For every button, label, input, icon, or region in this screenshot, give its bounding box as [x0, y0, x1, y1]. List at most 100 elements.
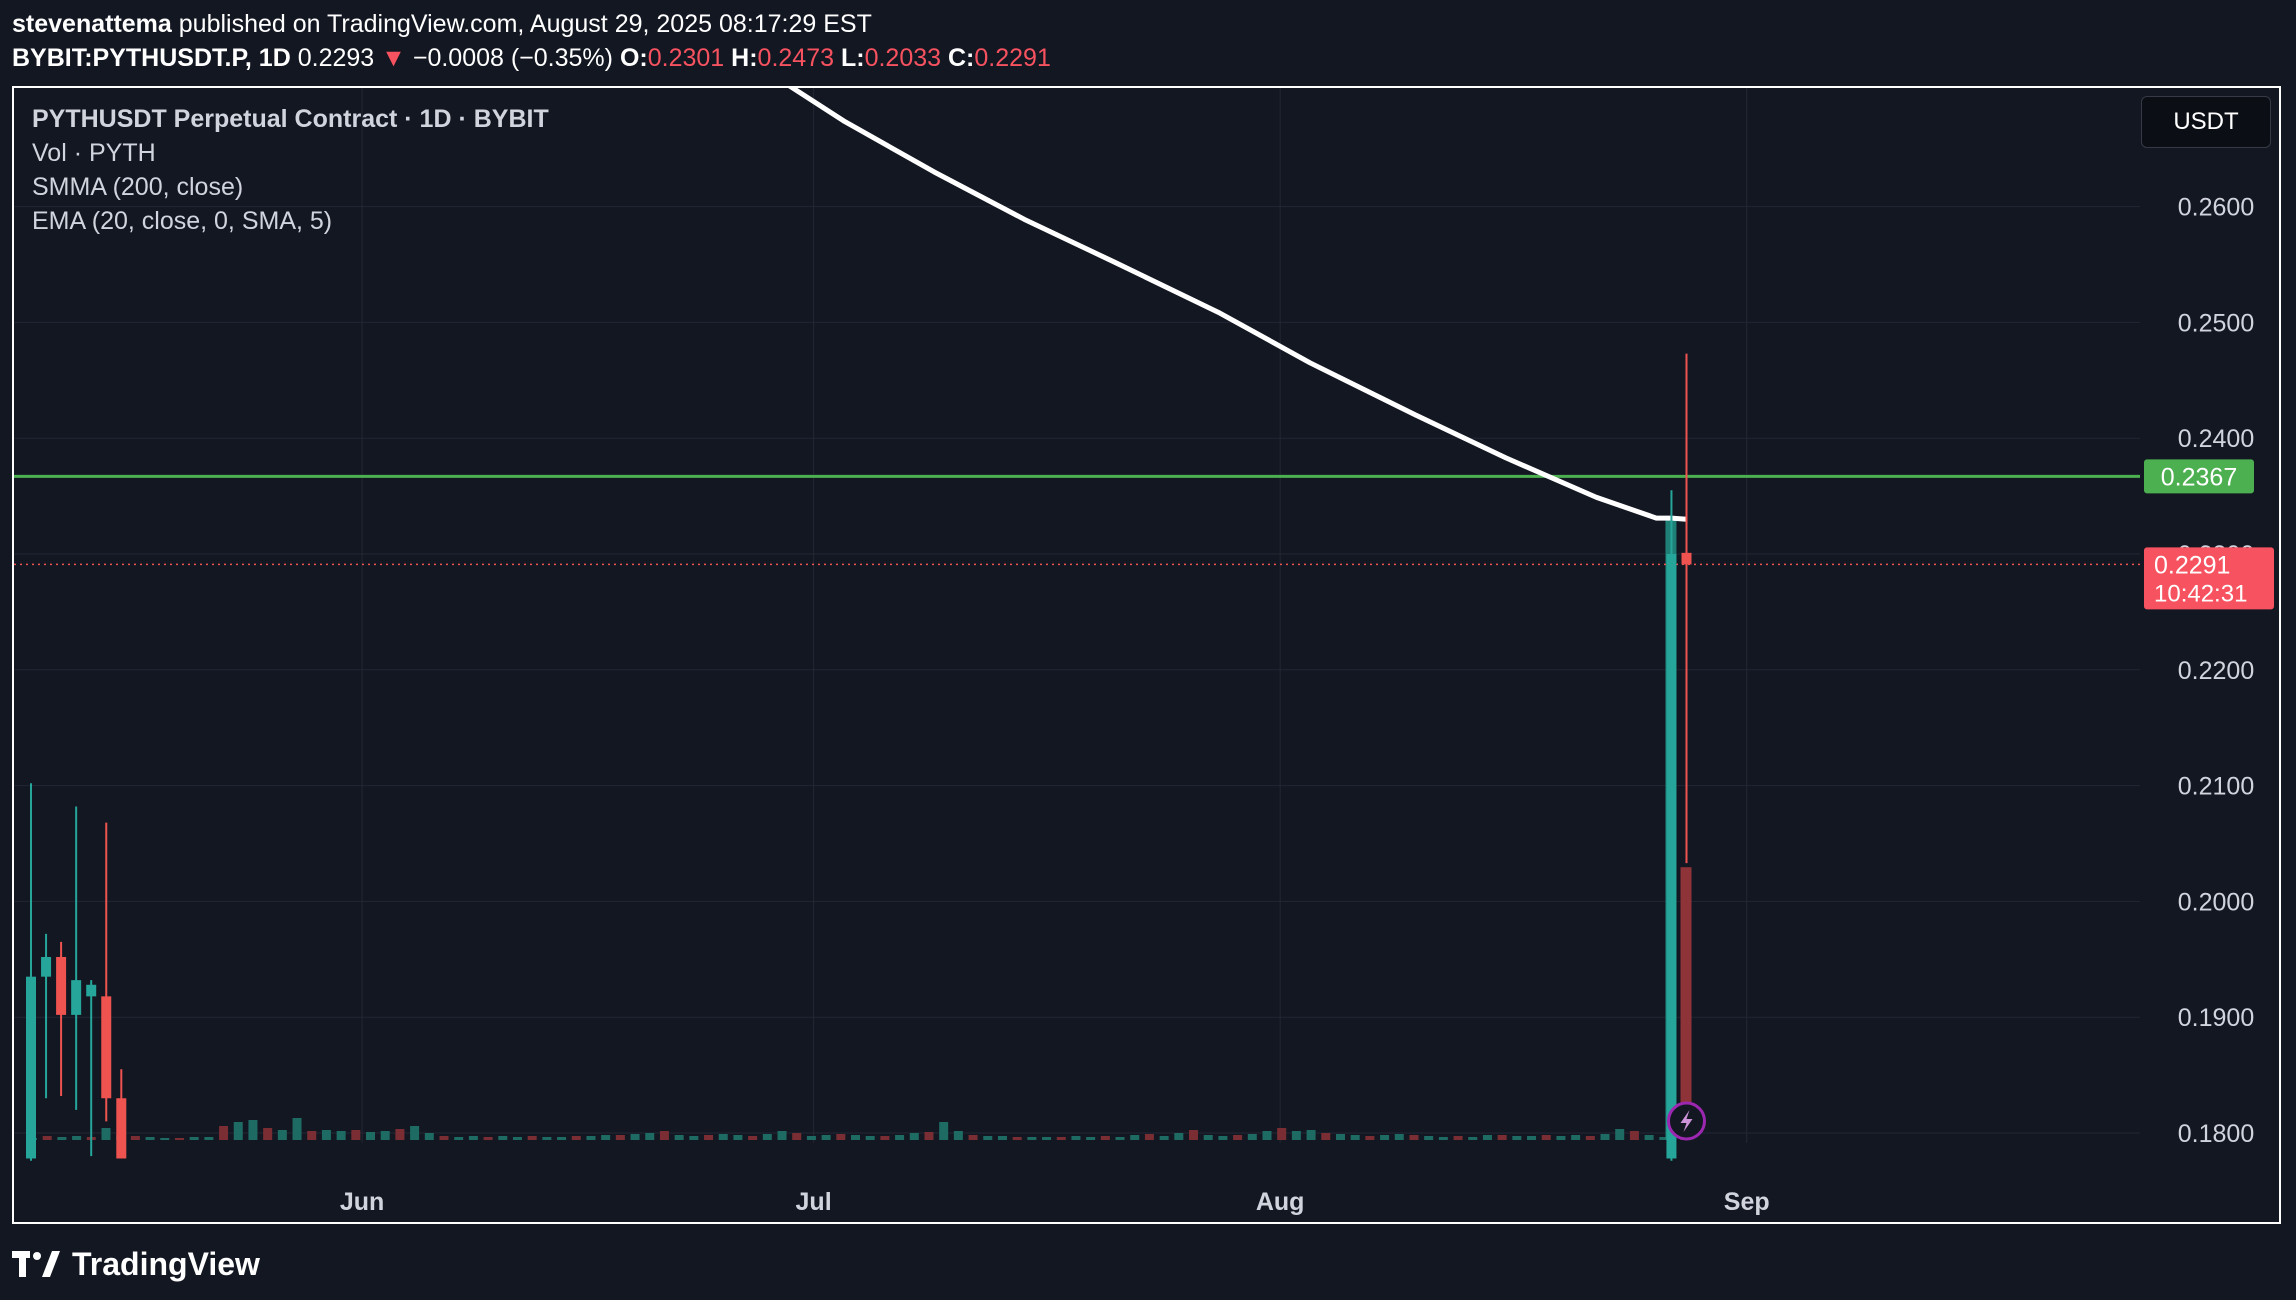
publish-info: stevenattema published on TradingView.co…	[12, 10, 872, 39]
volume-bar	[836, 1134, 846, 1140]
volume-bar	[1159, 1136, 1169, 1140]
volume-bar	[219, 1126, 229, 1140]
currency-button[interactable]: USDT	[2141, 96, 2271, 148]
volume-bar	[1056, 1137, 1066, 1140]
y-tick-label: 0.2600	[2178, 194, 2254, 222]
volume-bar	[865, 1136, 875, 1140]
volume-bar	[174, 1138, 184, 1140]
volume-bar	[189, 1137, 199, 1140]
open-value: 0.2301	[647, 44, 725, 72]
volume-bar	[1144, 1134, 1154, 1140]
volume-bar	[483, 1137, 493, 1140]
support-price-label	[2144, 459, 2254, 494]
volume-bar	[1409, 1135, 1419, 1140]
volume-bar	[586, 1136, 596, 1140]
volume-bar	[997, 1136, 1007, 1140]
volume-bar	[1027, 1137, 1037, 1140]
volume-bar	[968, 1135, 978, 1140]
symbol-name: BYBIT:PYTHUSDT.P, 1D	[12, 44, 291, 72]
volume-bar	[351, 1130, 361, 1140]
volume-bar	[689, 1136, 699, 1140]
lightning-bolt-icon	[1680, 1110, 1693, 1132]
x-tick-label: Aug	[1256, 1188, 1305, 1216]
volume-bar	[571, 1136, 581, 1140]
volume-bar	[1218, 1136, 1228, 1140]
volume-bar	[424, 1133, 434, 1140]
volume-bar	[1394, 1134, 1404, 1140]
volume-bar	[1424, 1136, 1434, 1140]
volume-bar	[321, 1130, 331, 1140]
volume-bar	[292, 1118, 302, 1140]
y-tick-label: 0.2400	[2178, 425, 2254, 453]
volume-bar	[512, 1137, 522, 1140]
volume-bar	[1012, 1137, 1022, 1140]
logo-text: TradingView	[72, 1245, 260, 1282]
volume-bar	[542, 1137, 552, 1140]
volume-bar	[733, 1135, 743, 1140]
volume-bar	[1600, 1134, 1610, 1140]
volume-bar	[1086, 1137, 1096, 1140]
chart-pane[interactable]: 0.26000.25000.24000.23000.22000.21000.20…	[12, 86, 2281, 1224]
volume-bar	[557, 1137, 567, 1140]
volume-bar	[630, 1134, 640, 1140]
price-chart[interactable]: 0.26000.25000.24000.23000.22000.21000.20…	[14, 88, 2279, 1222]
legend-ema[interactable]: EMA (20, close, 0, SMA, 5)	[32, 207, 333, 235]
legend-symbol-title[interactable]: PYTHUSDT Perpetual Contract · 1D · BYBIT	[32, 105, 549, 133]
volume-bar	[1482, 1135, 1492, 1140]
tradingview-logo[interactable]: TradingView	[12, 1244, 260, 1284]
volume-bar	[1291, 1131, 1301, 1140]
legend-smma[interactable]: SMMA (200, close)	[32, 173, 244, 201]
volume-bar	[248, 1120, 258, 1140]
low-value: 0.2033	[864, 44, 942, 72]
candle-body	[71, 980, 82, 1015]
volume-bar	[1541, 1135, 1551, 1140]
volume-bar	[277, 1130, 287, 1140]
volume-bar	[1203, 1135, 1213, 1140]
candle-body	[41, 956, 52, 977]
volume-bar	[1615, 1129, 1625, 1140]
volume-bar	[792, 1133, 802, 1140]
author-name: stevenattema	[12, 10, 172, 38]
volume-bar	[1071, 1136, 1081, 1140]
candle-body	[56, 956, 67, 1015]
y-tick-label: 0.2100	[2178, 773, 2254, 801]
volume-bar	[821, 1135, 831, 1140]
volume-bar	[851, 1135, 860, 1140]
volume-bar	[1350, 1135, 1360, 1140]
volume-bar	[130, 1136, 140, 1140]
volume-bar	[718, 1134, 728, 1140]
low-label: L:	[840, 44, 865, 72]
smma-line	[788, 88, 1687, 522]
volume-bar	[762, 1134, 772, 1140]
legend-volume[interactable]: Vol · PYTH	[32, 139, 156, 167]
volume-bar	[233, 1122, 243, 1140]
volume-bar	[204, 1137, 214, 1140]
volume-bar	[806, 1136, 816, 1140]
volume-bar	[909, 1133, 919, 1140]
support-price-text: 0.2367	[2161, 463, 2237, 491]
y-tick-label: 0.1900	[2178, 1004, 2254, 1032]
volume-bar	[615, 1135, 625, 1140]
volume-bar	[983, 1136, 993, 1140]
volume-bar	[410, 1126, 420, 1140]
volume-bar	[101, 1128, 111, 1140]
volume-bar	[454, 1137, 464, 1140]
x-tick-label: Jul	[796, 1188, 832, 1216]
volume-bar	[659, 1131, 669, 1140]
volume-bar	[1130, 1135, 1140, 1140]
volume-bar	[1585, 1136, 1595, 1140]
volume-bar	[880, 1136, 890, 1140]
volume-bar	[895, 1135, 905, 1140]
candle-body	[86, 984, 97, 997]
volume-bar	[263, 1128, 273, 1140]
volume-bar	[1527, 1136, 1537, 1140]
volume-bar	[1277, 1128, 1287, 1140]
x-tick-label: Jun	[340, 1188, 384, 1216]
volume-bar	[160, 1138, 170, 1140]
volume-bar	[527, 1136, 537, 1140]
price-change: −0.0008 (−0.35%)	[412, 44, 613, 72]
volume-bar	[1659, 1137, 1669, 1140]
countdown-text: 10:42:31	[2154, 580, 2247, 607]
volume-bar	[380, 1131, 390, 1140]
volume-bar	[1512, 1136, 1522, 1140]
